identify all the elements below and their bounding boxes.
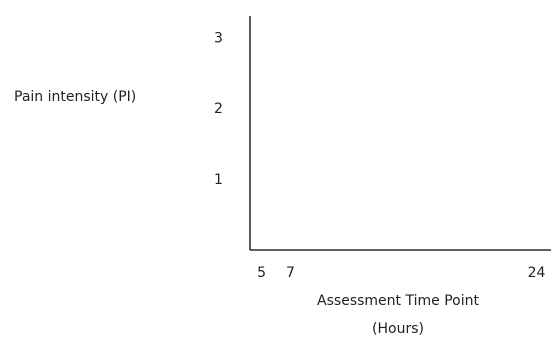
x-tick-label: 7 bbox=[286, 265, 295, 281]
y-tick-label: 3 bbox=[214, 30, 223, 46]
x-axis-label-line-2: (Hours) bbox=[372, 321, 424, 337]
x-tick-label: 24 bbox=[528, 265, 546, 281]
x-tick-labels: 5 7 24 bbox=[257, 265, 545, 281]
y-tick-label: 1 bbox=[214, 172, 223, 188]
x-axis-label-line-1: Assessment Time Point bbox=[317, 293, 479, 309]
y-axis-label: Pain intensity (PI) bbox=[14, 89, 136, 105]
y-tick-labels: 1 2 3 bbox=[214, 30, 223, 188]
x-tick-label: 5 bbox=[257, 265, 266, 281]
y-tick-label: 2 bbox=[214, 101, 223, 117]
